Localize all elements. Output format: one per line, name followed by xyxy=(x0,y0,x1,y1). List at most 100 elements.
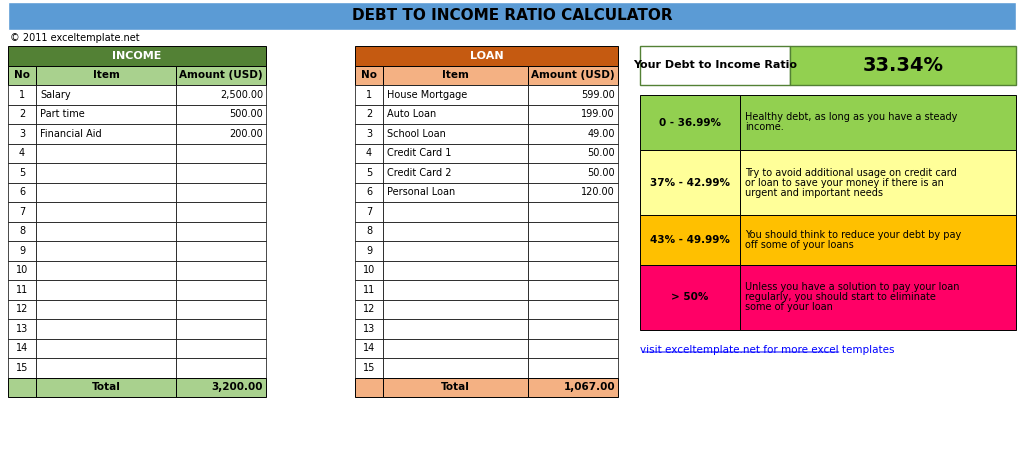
Bar xyxy=(355,358,383,378)
Bar xyxy=(740,95,1016,150)
Text: 3: 3 xyxy=(366,129,372,139)
Bar xyxy=(355,280,383,300)
Bar xyxy=(383,144,528,163)
Bar xyxy=(355,183,383,202)
Text: 12: 12 xyxy=(362,304,375,314)
Text: 33.34%: 33.34% xyxy=(862,56,943,75)
Text: Credit Card 1: Credit Card 1 xyxy=(387,148,452,158)
Bar xyxy=(528,221,618,241)
Bar xyxy=(36,202,176,221)
Text: 9: 9 xyxy=(366,246,372,256)
Bar xyxy=(8,378,36,397)
Text: INCOME: INCOME xyxy=(113,51,162,61)
Text: Salary: Salary xyxy=(40,90,71,100)
Text: Personal Loan: Personal Loan xyxy=(387,187,456,197)
Text: or loan to save your money if there is an: or loan to save your money if there is a… xyxy=(745,177,944,188)
Bar xyxy=(176,319,266,338)
Text: You should think to reduce your debt by pay: You should think to reduce your debt by … xyxy=(745,230,962,240)
Bar xyxy=(8,124,36,144)
Bar xyxy=(355,300,383,319)
Text: Part time: Part time xyxy=(40,109,85,119)
Bar xyxy=(528,378,618,397)
Text: 49.00: 49.00 xyxy=(588,129,615,139)
Text: regularly, you should start to eliminate: regularly, you should start to eliminate xyxy=(745,292,936,302)
Text: No: No xyxy=(361,70,377,80)
Text: Healthy debt, as long as you have a steady: Healthy debt, as long as you have a stea… xyxy=(745,112,957,122)
Bar xyxy=(383,85,528,104)
Text: 4: 4 xyxy=(18,148,25,158)
Bar xyxy=(528,66,618,85)
Bar xyxy=(383,124,528,144)
Bar xyxy=(640,46,790,85)
Text: 14: 14 xyxy=(16,343,28,353)
Text: DEBT TO INCOME RATIO CALCULATOR: DEBT TO INCOME RATIO CALCULATOR xyxy=(351,9,673,23)
Bar xyxy=(36,378,176,397)
Bar xyxy=(176,358,266,378)
Text: 37% - 42.99%: 37% - 42.99% xyxy=(650,177,730,188)
Bar xyxy=(383,319,528,338)
Bar xyxy=(528,241,618,261)
Text: 1,067.00: 1,067.00 xyxy=(563,382,615,392)
Bar xyxy=(383,300,528,319)
Text: 7: 7 xyxy=(18,207,26,217)
Bar xyxy=(790,46,1016,85)
Text: 50.00: 50.00 xyxy=(588,148,615,158)
Text: 3,200.00: 3,200.00 xyxy=(212,382,263,392)
Bar xyxy=(528,202,618,221)
Bar xyxy=(8,241,36,261)
Bar xyxy=(8,46,266,66)
Bar xyxy=(528,261,618,280)
Text: 3: 3 xyxy=(18,129,25,139)
Bar xyxy=(36,104,176,124)
Text: 4: 4 xyxy=(366,148,372,158)
Bar xyxy=(355,338,383,358)
Bar xyxy=(740,150,1016,215)
Bar xyxy=(36,183,176,202)
Bar xyxy=(8,163,36,183)
Bar xyxy=(528,85,618,104)
Text: School Loan: School Loan xyxy=(387,129,445,139)
Bar xyxy=(176,124,266,144)
Bar xyxy=(36,144,176,163)
Bar xyxy=(176,261,266,280)
Bar xyxy=(383,104,528,124)
Bar xyxy=(383,66,528,85)
Bar xyxy=(383,280,528,300)
Bar xyxy=(36,241,176,261)
Bar xyxy=(176,85,266,104)
Bar xyxy=(355,85,383,104)
Text: 2: 2 xyxy=(366,109,372,119)
Bar xyxy=(176,300,266,319)
Text: some of your loan: some of your loan xyxy=(745,302,833,312)
Text: 50.00: 50.00 xyxy=(588,168,615,178)
Bar xyxy=(355,144,383,163)
Text: 1: 1 xyxy=(18,90,25,100)
Bar xyxy=(528,124,618,144)
Bar xyxy=(36,280,176,300)
Bar xyxy=(36,358,176,378)
Bar xyxy=(176,163,266,183)
Text: 8: 8 xyxy=(366,226,372,236)
Bar xyxy=(355,319,383,338)
Text: 500.00: 500.00 xyxy=(229,109,263,119)
Bar xyxy=(355,124,383,144)
Bar xyxy=(176,241,266,261)
Text: 11: 11 xyxy=(362,285,375,295)
Text: LOAN: LOAN xyxy=(470,51,504,61)
Text: 199.00: 199.00 xyxy=(582,109,615,119)
Text: © 2011 exceltemplate.net: © 2011 exceltemplate.net xyxy=(10,33,139,43)
Text: 15: 15 xyxy=(15,363,29,373)
Bar xyxy=(176,378,266,397)
Bar xyxy=(8,104,36,124)
Bar xyxy=(383,202,528,221)
Text: 10: 10 xyxy=(362,265,375,275)
Text: 0 - 36.99%: 0 - 36.99% xyxy=(659,117,721,127)
Bar xyxy=(176,183,266,202)
Text: 14: 14 xyxy=(362,343,375,353)
Bar xyxy=(36,338,176,358)
Text: income.: income. xyxy=(745,122,783,132)
Bar xyxy=(528,338,618,358)
Text: No: No xyxy=(14,70,30,80)
Bar xyxy=(528,319,618,338)
Bar xyxy=(355,241,383,261)
